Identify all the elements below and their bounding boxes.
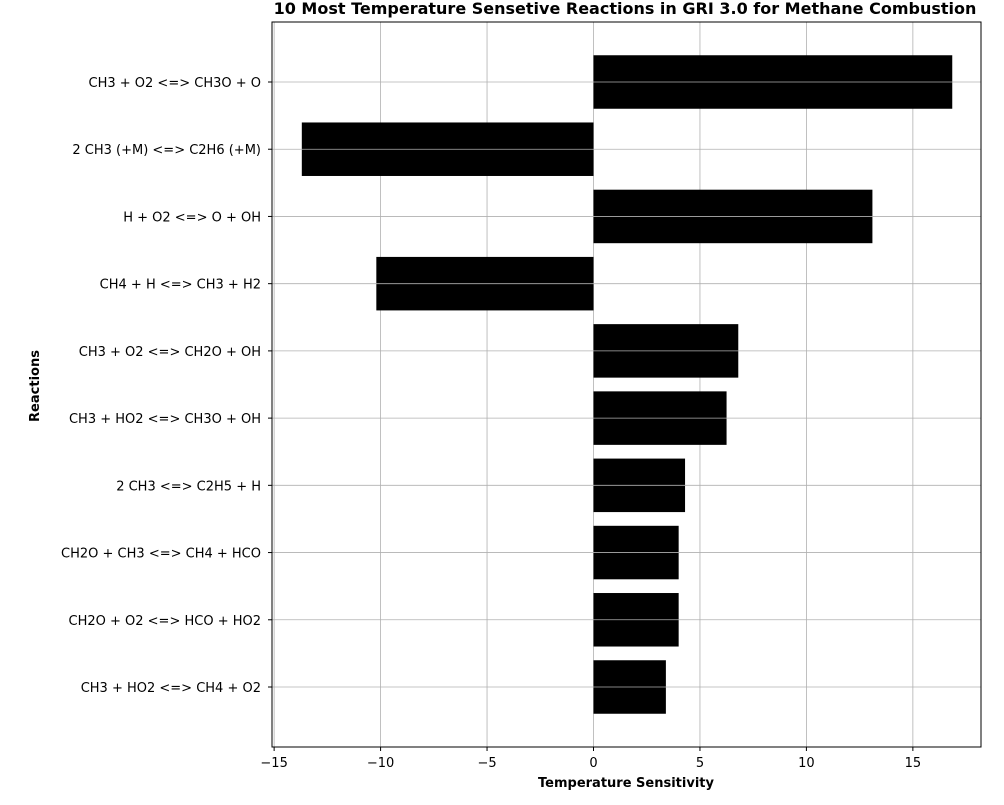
y-tick-label: H + O2 <=> O + OH (123, 210, 261, 225)
y-tick-label: CH2O + CH3 <=> CH4 + HCO (61, 547, 261, 562)
y-tick-label: 2 CH3 (+M) <=> C2H6 (+M) (72, 143, 261, 158)
chart-title: 10 Most Temperature Sensetive Reactions … (274, 0, 977, 18)
x-tick-label: 0 (589, 756, 597, 771)
x-tick-label: 10 (798, 756, 815, 771)
x-tick-label: −5 (477, 756, 496, 771)
x-axis-ticks: −15 −10 −5 0 5 10 15 (260, 747, 921, 771)
y-tick-label: CH3 + HO2 <=> CH4 + O2 (81, 681, 261, 696)
y-tick-label: CH3 + HO2 <=> CH3O + OH (69, 412, 261, 427)
y-tick-label: CH3 + O2 <=> CH3O + O (89, 76, 261, 91)
x-axis-label: Temperature Sensitivity (538, 776, 714, 791)
horizontal-grid (272, 81, 981, 688)
x-tick-label: −10 (367, 756, 394, 771)
y-axis-label: Reactions (28, 350, 43, 422)
bars (301, 55, 953, 714)
y-tick-label: CH3 + O2 <=> CH2O + OH (79, 345, 261, 360)
y-axis-ticks: CH3 + O2 <=> CH3O + O 2 CH3 (+M) <=> C2H6… (61, 76, 272, 696)
y-tick-label: CH4 + H <=> CH3 + H2 (100, 278, 261, 293)
x-tick-label: 5 (696, 756, 704, 771)
plot-frame (271, 21, 982, 748)
x-tick-label: 15 (905, 756, 922, 771)
x-tick-label: −15 (260, 756, 287, 771)
y-tick-label: 2 CH3 <=> C2H5 + H (116, 479, 261, 494)
y-tick-label: CH2O + O2 <=> HCO + HO2 (69, 614, 261, 629)
